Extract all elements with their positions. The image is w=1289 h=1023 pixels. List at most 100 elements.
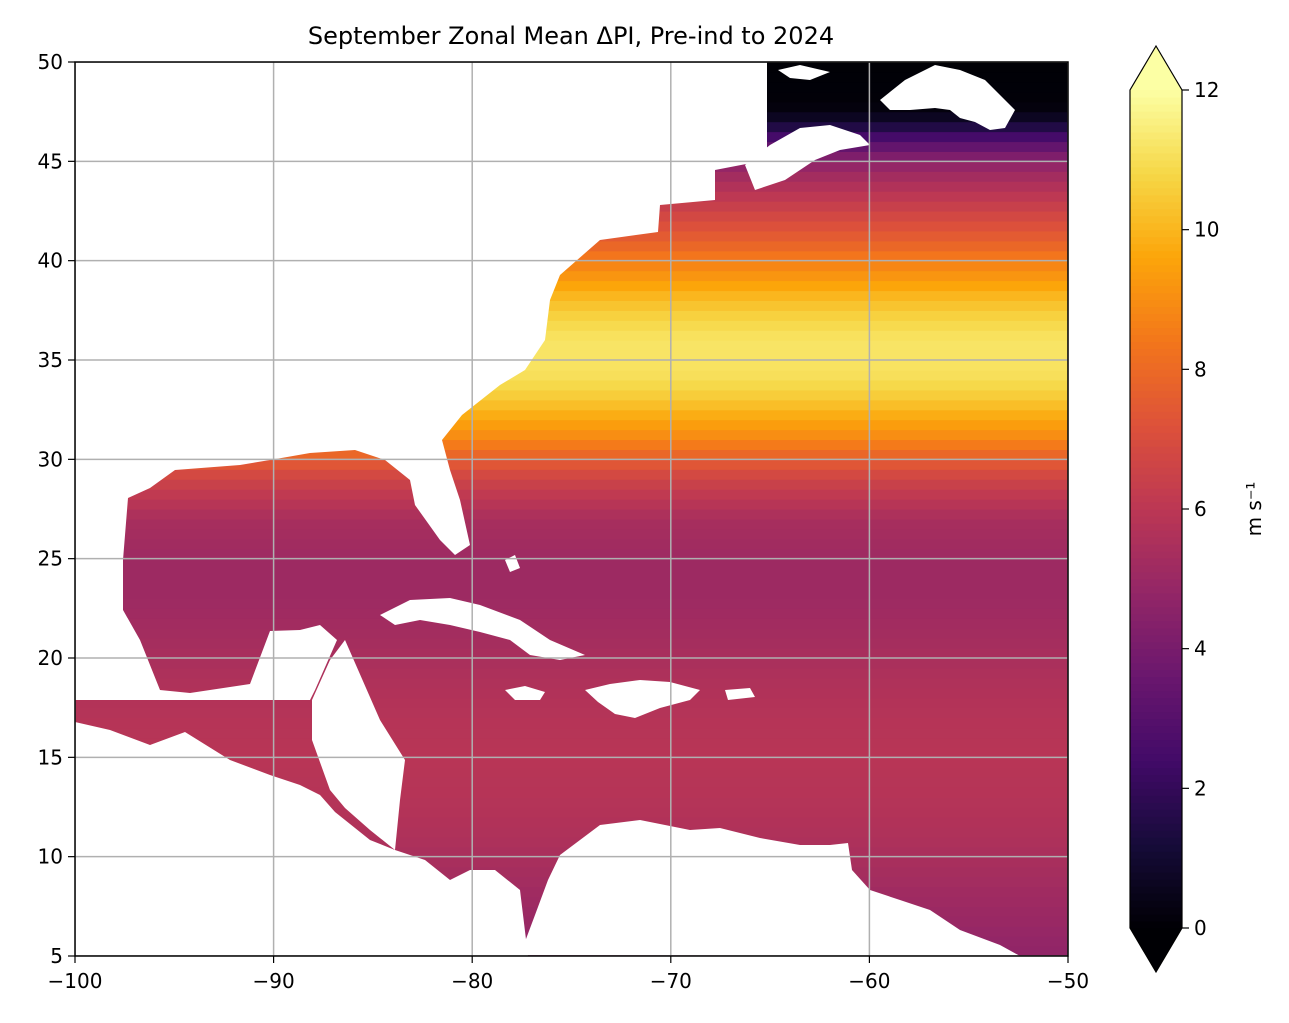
colorbar-segment <box>1130 900 1182 908</box>
colorbar-segment <box>1130 432 1182 440</box>
colorbar-segment <box>1130 404 1182 412</box>
colorbar-segment <box>1130 152 1182 161</box>
colorbar-segment <box>1130 697 1182 706</box>
y-tick-label: 35 <box>38 348 63 372</box>
y-tick-label: 25 <box>38 547 63 571</box>
zonal-band <box>75 260 1068 272</box>
colorbar-segment <box>1130 215 1182 224</box>
colorbar-segment <box>1130 830 1182 838</box>
zonal-band <box>75 727 1068 739</box>
land-jamaica <box>505 686 545 700</box>
zonal-band <box>75 816 1068 828</box>
y-tick-label: 30 <box>38 447 63 471</box>
zonal-band <box>75 310 1068 321</box>
colorbar-tick-label: 6 <box>1194 497 1207 521</box>
zonal-band <box>75 737 1068 748</box>
colorbar-tick-label: 10 <box>1194 218 1219 242</box>
y-axis: 5 10 15 20 25 30 35 40 45 50 <box>38 50 75 968</box>
colorbar-segment <box>1130 795 1182 803</box>
land-north-america <box>75 62 767 700</box>
land-south-america <box>520 820 1020 956</box>
colorbar-segment <box>1130 474 1182 482</box>
zonal-band <box>75 379 1068 391</box>
colorbar-segment <box>1130 767 1182 775</box>
zonal-band <box>75 628 1068 639</box>
zonal-band <box>75 419 1068 431</box>
colorbar-ticks: 0 2 4 6 8 10 12 <box>1182 78 1219 940</box>
colorbar: 0 2 4 6 8 10 12 m s⁻¹ <box>1129 44 1266 974</box>
colorbar-segment <box>1130 110 1182 119</box>
zonal-band <box>75 528 1068 540</box>
zonal-band <box>75 717 1068 729</box>
colorbar-tick-label: 2 <box>1194 776 1207 800</box>
colorbar-segment <box>1130 250 1182 259</box>
colorbar-segment <box>1130 879 1182 887</box>
x-tick-label: −50 <box>1047 969 1089 993</box>
colorbar-segment <box>1130 383 1182 391</box>
land-cuba <box>380 598 585 660</box>
colorbar-segment <box>1130 145 1182 154</box>
zonal-band <box>75 767 1068 778</box>
colorbar-segment <box>1130 690 1182 699</box>
colorbar-segment <box>1130 536 1182 545</box>
colorbar-segment <box>1130 257 1182 266</box>
colorbar-segment <box>1130 578 1182 587</box>
colorbar-segment <box>1130 124 1182 133</box>
x-axis: −100 −90 −80 −70 −60 −50 <box>48 956 1089 993</box>
colorbar-segment <box>1130 641 1182 650</box>
colorbar-segment <box>1130 460 1182 468</box>
zonal-band <box>75 509 1068 520</box>
land-yucatan <box>312 640 405 850</box>
zonal-band <box>75 350 1068 361</box>
colorbar-segment <box>1130 655 1182 664</box>
colorbar-segment <box>1130 397 1182 405</box>
zonal-band <box>75 439 1068 450</box>
colorbar-segment <box>1130 495 1182 503</box>
colorbar-segment <box>1130 571 1182 580</box>
colorbar-segment <box>1130 90 1182 98</box>
colorbar-segment <box>1130 229 1182 238</box>
zonal-band <box>75 777 1068 788</box>
colorbar-segment <box>1130 746 1182 755</box>
colorbar-segment <box>1130 844 1182 852</box>
colorbar-segment <box>1130 348 1182 356</box>
colorbar-segment <box>1130 557 1182 566</box>
colorbar-segment <box>1130 439 1182 447</box>
colorbar-segment <box>1130 327 1182 336</box>
zonal-band <box>75 499 1068 510</box>
colorbar-segment <box>1130 606 1182 615</box>
zonal-band <box>75 747 1068 758</box>
colorbar-segment <box>1130 809 1182 817</box>
colorbar-segment <box>1130 564 1182 573</box>
y-tick-label: 45 <box>38 149 63 173</box>
colorbar-segment <box>1130 515 1182 524</box>
colorbar-segment <box>1130 271 1182 280</box>
y-tick-label: 5 <box>50 944 63 968</box>
colorbar-segment <box>1130 858 1182 866</box>
colorbar-segment <box>1130 411 1182 419</box>
colorbar-segment <box>1130 669 1182 678</box>
zonal-band <box>75 449 1068 460</box>
colorbar-tick-label: 12 <box>1194 78 1219 102</box>
land-puerto-rico <box>725 688 755 700</box>
colorbar-segment <box>1130 585 1182 594</box>
zonal-band <box>75 797 1068 808</box>
colorbar-segment <box>1130 753 1182 761</box>
colorbar-segment <box>1130 187 1182 196</box>
colorbar-segment <box>1130 802 1182 810</box>
zonal-band <box>75 270 1068 282</box>
chart-title: September Zonal Mean ΔPI, Pre-ind to 202… <box>308 22 834 50</box>
y-tick-label: 20 <box>38 646 63 670</box>
colorbar-segment <box>1130 543 1182 552</box>
colorbar-label: m s⁻¹ <box>1242 482 1266 537</box>
colorbar-segment <box>1130 334 1182 342</box>
zonal-band <box>75 280 1068 292</box>
zonal-band <box>75 687 1068 699</box>
colorbar-segment <box>1130 502 1182 510</box>
zonal-band <box>75 479 1068 490</box>
colorbar-segment <box>1130 732 1182 741</box>
colorbar-segment <box>1130 467 1182 475</box>
colorbar-segment <box>1130 369 1182 377</box>
zonal-band <box>75 588 1068 599</box>
zonal-band <box>75 677 1068 689</box>
